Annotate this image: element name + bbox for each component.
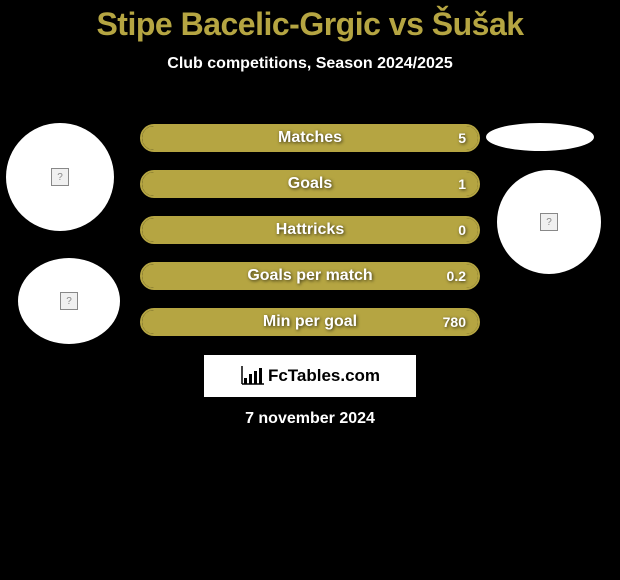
player2-avatar-ellipse [486,123,594,151]
stat-value: 1 [458,176,466,192]
stat-bar-matches: Matches 5 [140,124,480,152]
branding-box[interactable]: FcTables.com [204,355,416,397]
stat-bar-goals-per-match: Goals per match 0.2 [140,262,480,290]
stat-value: 5 [458,130,466,146]
image-placeholder-icon: ? [540,213,558,231]
player2-avatar-circle: ? [497,170,601,274]
date-text: 7 november 2024 [0,410,620,428]
stat-label: Hattricks [276,221,344,239]
stat-label: Goals [288,175,332,193]
stats-container: Matches 5 Goals 1 Hattricks 0 Goals per … [140,124,480,354]
stat-label: Matches [278,129,342,147]
stat-value: 0.2 [447,268,466,284]
image-placeholder-icon: ? [51,168,69,186]
branding-text: FcTables.com [268,366,380,386]
stat-bar-min-per-goal: Min per goal 780 [140,308,480,336]
stat-bar-goals: Goals 1 [140,170,480,198]
player1-avatar-secondary: ? [18,258,120,344]
stat-bar-hattricks: Hattricks 0 [140,216,480,244]
stat-label: Goals per match [247,267,372,285]
image-placeholder-icon: ? [60,292,78,310]
comparison-subtitle: Club competitions, Season 2024/2025 [0,55,620,73]
comparison-title: Stipe Bacelic-Grgic vs Šušak [0,0,620,43]
stat-value: 780 [443,314,466,330]
player1-avatar-circle: ? [6,123,114,231]
stat-value: 0 [458,222,466,238]
stat-label: Min per goal [263,313,357,331]
bar-chart-icon [240,366,264,386]
